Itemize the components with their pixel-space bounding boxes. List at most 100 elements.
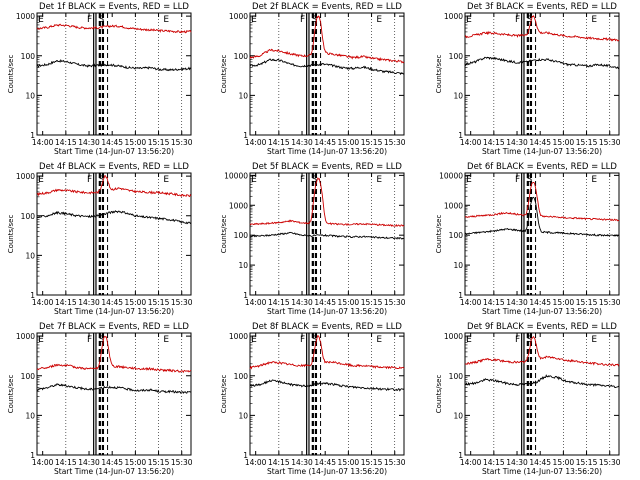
x-tick-label: 15:30 xyxy=(171,458,193,467)
y-tick-label: 1000 xyxy=(16,172,35,181)
marker-label: E xyxy=(466,15,472,25)
marker-label: F xyxy=(515,15,520,25)
x-tick-label: 15:00 xyxy=(553,458,575,467)
marker-label: E xyxy=(251,15,257,25)
x-tick-label: 15:15 xyxy=(576,138,598,147)
lld-series-line xyxy=(249,177,405,227)
x-axis-label: Start Time (14-Jun-07 13:56:20) xyxy=(482,307,602,316)
y-tick-label: 10000 xyxy=(439,171,463,180)
x-tick-label: 14:45 xyxy=(314,298,336,307)
x-tick-label: 14:45 xyxy=(101,298,123,307)
x-tick-label: 15:15 xyxy=(361,138,383,147)
y-tick-label: 1 xyxy=(458,451,463,460)
plot-frame xyxy=(36,12,192,136)
y-tick-label: 100 xyxy=(449,52,464,61)
x-axis-label: Start Time (14-Jun-07 13:56:20) xyxy=(267,147,387,156)
panel-title: Det 9f BLACK = Events, RED = LLD xyxy=(467,322,617,332)
marker-label: E xyxy=(591,15,597,25)
x-tick-label: 15:30 xyxy=(171,298,193,307)
events-series-line xyxy=(36,383,192,395)
x-tick-label: 15:30 xyxy=(384,298,406,307)
x-tick-label: 14:00 xyxy=(460,458,482,467)
x-tick-label: 14:30 xyxy=(291,298,313,307)
x-tick-label: 15:00 xyxy=(125,458,147,467)
x-tick-label: 15:00 xyxy=(553,298,575,307)
y-tick-label: 1 xyxy=(243,451,248,460)
marker-label: F xyxy=(300,335,305,345)
x-tick-label: 14:15 xyxy=(483,298,505,307)
y-tick-label: 1000 xyxy=(444,332,463,341)
lld-series-line xyxy=(249,15,405,64)
x-tick-label: 14:45 xyxy=(529,138,551,147)
y-tick-label: 100 xyxy=(234,231,249,240)
events-series-line xyxy=(36,210,192,225)
y-tick-label: 10 xyxy=(25,411,35,420)
y-tick-label: 10 xyxy=(238,261,248,270)
panel-title: Det 6f BLACK = Events, RED = LLD xyxy=(467,162,617,172)
marker-label: S xyxy=(99,335,105,345)
y-tick-label: 100 xyxy=(21,212,36,221)
x-tick-label: 15:30 xyxy=(599,458,621,467)
y-tick-label: 10 xyxy=(453,261,463,270)
panel-title: Det 2f BLACK = Events, RED = LLD xyxy=(252,2,402,12)
marker-label: F xyxy=(300,15,305,25)
plot-frame xyxy=(249,12,405,136)
x-tick-label: 15:30 xyxy=(599,298,621,307)
x-tick-label: 14:15 xyxy=(483,138,505,147)
y-tick-label: 10 xyxy=(453,411,463,420)
x-tick-label: 14:30 xyxy=(506,458,528,467)
marker-label: E xyxy=(591,335,597,345)
marker-label: E xyxy=(251,175,257,185)
x-tick-label: 14:30 xyxy=(291,458,313,467)
panel-title: Det 3f BLACK = Events, RED = LLD xyxy=(467,2,617,12)
marker-label: E xyxy=(591,175,597,185)
lld-series-line xyxy=(464,15,620,42)
y-axis-label: Counts/sec xyxy=(220,55,228,94)
y-axis-label: Counts/sec xyxy=(220,375,228,414)
y-tick-label: 10 xyxy=(238,91,248,100)
x-tick-label: 15:00 xyxy=(338,138,360,147)
y-tick-label: 100 xyxy=(234,52,249,61)
marker-label: E xyxy=(376,175,382,185)
x-tick-label: 15:15 xyxy=(148,458,170,467)
y-tick-label: 1 xyxy=(30,131,35,140)
plot-frame xyxy=(249,332,405,456)
marker-label: F xyxy=(515,175,520,185)
marker-label: S xyxy=(527,15,533,25)
lld-series-line xyxy=(36,335,192,374)
y-axis-label: Counts/sec xyxy=(435,375,443,414)
marker-label: E xyxy=(38,15,44,25)
y-tick-label: 1000 xyxy=(229,332,248,341)
y-tick-label: 1 xyxy=(30,451,35,460)
x-tick-label: 15:15 xyxy=(361,458,383,467)
x-tick-label: 14:15 xyxy=(268,458,290,467)
x-tick-label: 14:00 xyxy=(245,298,267,307)
x-tick-label: 15:30 xyxy=(384,138,406,147)
x-axis-label: Start Time (14-Jun-07 13:56:20) xyxy=(54,467,174,476)
marker-label: S xyxy=(312,335,318,345)
y-tick-label: 1 xyxy=(458,291,463,300)
y-tick-label: 10 xyxy=(25,91,35,100)
y-tick-label: 1000 xyxy=(444,201,463,210)
y-tick-label: 1000 xyxy=(444,12,463,21)
events-series-line xyxy=(464,374,620,388)
x-tick-label: 14:15 xyxy=(268,298,290,307)
marker-label: E xyxy=(466,175,472,185)
x-tick-label: 15:00 xyxy=(338,298,360,307)
lld-series-line xyxy=(36,174,192,198)
x-tick-label: 14:15 xyxy=(268,138,290,147)
events-series-line xyxy=(464,196,619,237)
x-axis-label: Start Time (14-Jun-07 13:56:20) xyxy=(267,467,387,476)
plot-frame xyxy=(464,12,620,136)
x-tick-label: 14:45 xyxy=(314,458,336,467)
marker-label: E xyxy=(466,335,472,345)
panel-title: Det 8f BLACK = Events, RED = LLD xyxy=(252,322,402,332)
x-tick-label: 15:15 xyxy=(361,298,383,307)
